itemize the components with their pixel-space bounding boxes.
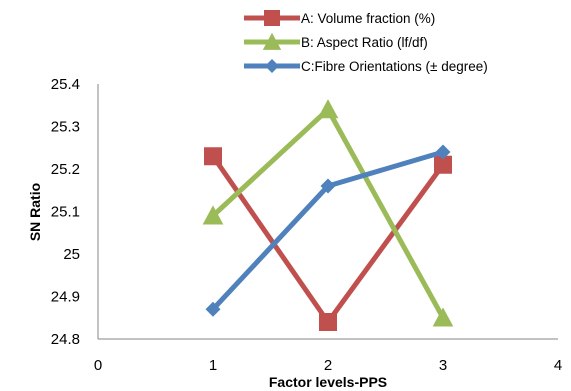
legend-item: B: Aspect Ratio (lf/df): [244, 32, 428, 50]
legend-label: C:Fibre Orientations (± degree): [301, 59, 488, 74]
y-tick-label: 25.1: [51, 204, 80, 221]
data-point-diamond: [435, 144, 451, 160]
x-tick-label: 4: [554, 357, 562, 374]
data-point-triangle: [317, 99, 339, 119]
series-lines: [202, 99, 454, 331]
data-point-square: [204, 147, 222, 166]
legend-label: A: Volume fraction (%): [301, 11, 435, 26]
x-tick-label: 0: [94, 357, 102, 374]
x-tick-label: 2: [324, 357, 332, 374]
legend: A: Volume fraction (%) B: Aspect Ratio (l…: [244, 10, 488, 74]
data-point-square: [319, 313, 337, 331]
data-point-square: [264, 10, 280, 26]
x-tick-label: 3: [439, 357, 447, 374]
y-tick-labels: 24.8 24.9 25 25.1 25.2 25.3 25.4: [51, 76, 80, 348]
data-point-triangle: [432, 307, 454, 327]
series-line: [210, 149, 446, 312]
y-tick-label: 24.8: [51, 331, 80, 348]
x-tick-labels: 0 1 2 3 4: [94, 357, 562, 374]
series-square: [204, 147, 452, 331]
y-tick-label: 25.2: [51, 161, 80, 178]
data-point-diamond: [205, 301, 221, 317]
data-point-triangle: [262, 32, 282, 50]
y-tick-label: 25.3: [51, 119, 80, 136]
axes: [97, 84, 558, 340]
legend-item: C:Fibre Orientations (± degree): [244, 59, 488, 74]
y-tick-label: 25: [63, 246, 80, 263]
data-point-square: [434, 155, 452, 174]
legend-label: B: Aspect Ratio (lf/df): [301, 35, 428, 50]
series-triangle: [202, 99, 454, 327]
data-point-diamond: [265, 59, 279, 73]
y-tick-label: 25.4: [51, 76, 80, 93]
x-tick-label: 1: [209, 357, 217, 374]
x-axis-title: Factor levels-PPS: [269, 374, 387, 390]
data-point-diamond: [320, 178, 336, 194]
legend-item: A: Volume fraction (%): [244, 10, 435, 26]
data-point-triangle: [202, 205, 224, 225]
series-diamond: [205, 144, 451, 317]
y-tick-label: 24.9: [51, 289, 80, 306]
y-axis-title: SN Ratio: [27, 183, 43, 241]
